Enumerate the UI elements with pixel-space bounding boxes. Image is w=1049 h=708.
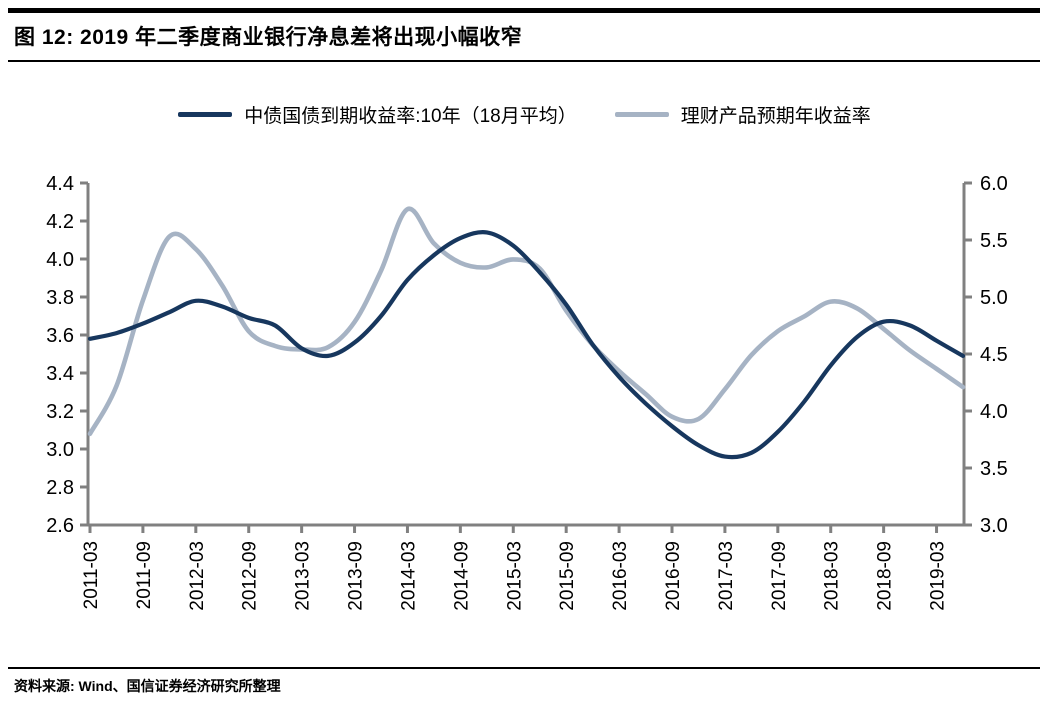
x-axis-label: 2012-03 — [187, 541, 208, 611]
left-axis-label: 3.8 — [46, 287, 74, 309]
right-axis-label: 6.0 — [980, 173, 1008, 195]
left-axis-label: 3.4 — [46, 363, 74, 385]
legend-line-navy-icon — [178, 111, 233, 117]
right-axis-label: 5.0 — [980, 287, 1008, 309]
right-axis-label: 3.5 — [980, 458, 1008, 480]
right-axis-label: 4.0 — [980, 401, 1008, 423]
left-axis-label: 4.2 — [46, 211, 74, 233]
x-axis-label: 2019-03 — [928, 541, 949, 611]
x-axis-label: 2014-03 — [398, 541, 419, 611]
axes — [80, 181, 972, 533]
left-axis-label: 2.8 — [46, 477, 74, 499]
x-axis-label: 2015-09 — [557, 541, 578, 611]
x-axis-label: 2018-09 — [875, 541, 896, 611]
x-axis-label: 2011-03 — [81, 541, 102, 609]
legend-item-wmp-yield: 理财产品预期年收益率 — [614, 101, 871, 128]
data-source: 资料来源: Wind、国信证券经济研究所整理 — [14, 678, 281, 694]
left-axis-label: 4.0 — [46, 249, 74, 271]
series-line-wmp-yield — [87, 206, 966, 437]
left-axis-label: 3.6 — [46, 325, 74, 347]
legend-item-treasury-yield: 中债国债到期收益率:10年（18月平均） — [178, 101, 577, 128]
right-axis-label: 4.5 — [980, 344, 1008, 366]
left-axis-label: 3.0 — [46, 439, 74, 461]
left-axis-label: 4.4 — [46, 173, 74, 195]
x-axis-label: 2016-09 — [663, 541, 684, 611]
figure-title-bar: 图 12: 2019 年二季度商业银行净息差将出现小幅收窄 — [8, 8, 1040, 62]
x-axis-label: 2012-09 — [240, 541, 261, 611]
legend-label-treasury-yield: 中债国债到期收益率:10年（18月平均） — [244, 105, 577, 127]
x-axis-label: 2015-03 — [504, 541, 525, 611]
x-axis-label: 2018-03 — [822, 541, 843, 611]
series-line-treasury-yield — [87, 230, 966, 460]
right-axis-label: 3.0 — [980, 515, 1008, 537]
x-axis-label: 2017-09 — [769, 541, 790, 611]
data-source-bar: 资料来源: Wind、国信证券经济研究所整理 — [8, 667, 1040, 696]
left-axis-label: 2.6 — [46, 515, 74, 537]
legend-line-gray-icon — [614, 111, 669, 117]
x-axis-label: 2016-03 — [610, 541, 631, 611]
x-axis-label: 2017-03 — [716, 541, 737, 611]
legend: 中债国债到期收益率:10年（18月平均） 理财产品预期年收益率 — [0, 97, 1049, 131]
x-axis-label: 2013-03 — [293, 541, 314, 611]
axis-tick-labels: 4.4 4.2 4.0 3.8 3.6 3.4 3.2 3.0 2.8 2.6 6.0 5.5 5.0 4… — [46, 173, 1008, 611]
figure-title: 图 12: 2019 年二季度商业银行净息差将出现小幅收窄 — [14, 26, 523, 49]
x-axis-label: 2014-09 — [451, 541, 472, 611]
legend-label-wmp-yield: 理财产品预期年收益率 — [680, 105, 871, 127]
left-axis-label: 3.2 — [46, 401, 74, 423]
x-axis-label: 2011-09 — [134, 541, 155, 609]
x-axis-label: 2013-09 — [346, 541, 367, 611]
right-axis-label: 5.5 — [980, 230, 1008, 252]
